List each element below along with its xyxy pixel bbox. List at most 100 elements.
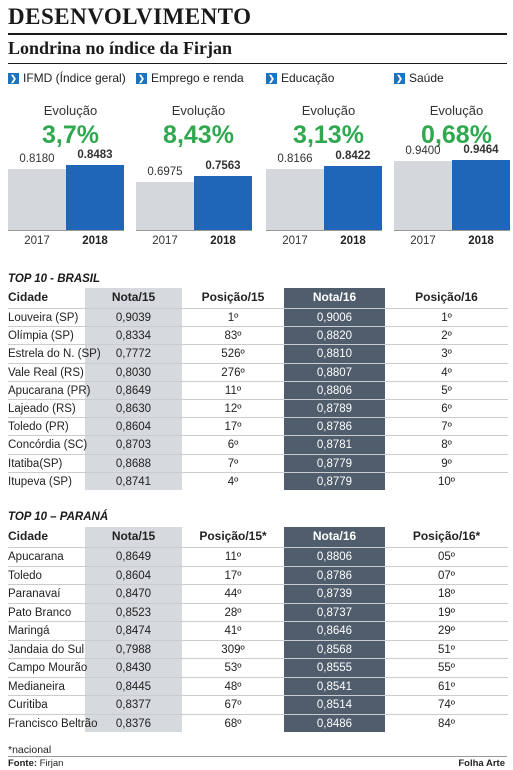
cell-nota15: 0,8741 (115, 475, 152, 488)
cell-cidade: Medianeira (8, 680, 65, 693)
indicator-panel-emprego: ❯ Emprego e renda Evolução 8,43% 0.6975 0… (136, 71, 261, 251)
cell-cidade: Itupeva (SP) (8, 475, 72, 488)
table-row: Vale Real (RS) 0,8030 276º 0,8807 4º (8, 362, 508, 382)
cell-nota15: 0,8649 (115, 384, 152, 397)
header-nota16: Nota/16 (312, 290, 357, 304)
cell-cidade: Lajeado (RS) (8, 403, 76, 415)
cell-cidade: Vale Real (RS) (8, 366, 84, 379)
arrow-icon: ❯ (8, 72, 19, 84)
cell-nota15: 0,7772 (115, 348, 152, 361)
cell-posicao15: 83º (224, 330, 242, 343)
footnote: *nacional (8, 744, 52, 756)
cell-posicao16: 3º (441, 348, 452, 361)
cell-nota15: 0,8474 (115, 625, 152, 637)
evolution-value: 0,68% (421, 121, 492, 149)
table-row: Paranavaí 0,8470 44º 0,8739 18º (8, 584, 508, 603)
indicator-panel-educacao: ❯ Educação Evolução 3,13% 0.8166 0.8422 2… (266, 71, 391, 251)
cell-nota15: 0,8703 (115, 439, 152, 452)
year-2017-label: 2017 (24, 235, 50, 247)
value-2017: 0.8180 (19, 153, 55, 165)
value-2018: 0.8422 (335, 150, 371, 162)
cell-nota16: 0,8737 (316, 606, 353, 619)
header-cidade: Cidade (8, 290, 49, 304)
cell-posicao15: 7º (227, 457, 239, 470)
cell-posicao15: 17º (224, 421, 242, 434)
cell-posicao16: 55º (438, 662, 455, 674)
year-2017-label: 2017 (152, 235, 178, 247)
cell-cidade: Pato Branco (8, 606, 72, 619)
year-2018-label: 2018 (340, 235, 366, 247)
cell-nota16: 0,8820 (316, 330, 353, 343)
cell-nota16: 0,8486 (316, 717, 353, 730)
cell-nota15: 0,8604 (115, 421, 152, 434)
value-2017: 0.9400 (405, 145, 441, 157)
table-row: Campo Mourão 0,8430 53º 0,8555 55º (8, 658, 508, 677)
evolution-value: 3,7% (42, 121, 99, 149)
cell-posicao15: 12º (224, 403, 242, 415)
credit: Folha Arte (458, 758, 505, 769)
header-posicao15: Posição/15 (201, 290, 265, 304)
cell-nota16: 0,8807 (316, 366, 353, 379)
arrow-icon: ❯ (394, 72, 405, 84)
bar-2018: 0.8483 (66, 149, 124, 231)
nota15-column-bg (85, 527, 182, 732)
cell-nota15: 0,8688 (115, 457, 152, 470)
subtitle-rule (8, 63, 507, 64)
header-nota16: Nota/16 (312, 529, 357, 543)
title-rule (8, 33, 507, 35)
section-title-brasil: TOP 10 - BRASIL (8, 273, 101, 285)
value-2018: 0.9464 (463, 144, 499, 156)
cell-posicao16: 29º (438, 625, 455, 637)
value-2018: 0.8483 (77, 149, 113, 161)
table-row: Concórdia (SC) 0,8703 6º 0,8781 8º (8, 435, 508, 454)
cell-cidade: Apucarana (PR) (8, 384, 91, 397)
cell-posicao15: 48º (224, 680, 242, 693)
table-row: Itupeva (SP) 0,8741 4º 0,8779 10º (8, 471, 508, 491)
cell-nota16: 0,8806 (316, 384, 353, 397)
cell-posicao16: 2º (441, 330, 452, 343)
cell-posicao15: 309º (221, 643, 245, 656)
table-row: Medianeira 0,8445 48º 0,8541 61º (8, 676, 508, 696)
cell-posicao16: 84º (438, 717, 455, 730)
year-2017-label: 2017 (410, 235, 436, 247)
indicator-label: IFMD (Índice geral) (23, 71, 126, 85)
year-2018-label: 2018 (210, 235, 236, 247)
cell-nota15: 0,8430 (115, 662, 152, 674)
indicator-panel-ifmd: ❯ IFMD (Índice geral) Evolução 3,7% 0.818… (8, 71, 133, 251)
cell-posicao16: 7º (441, 421, 452, 434)
cell-nota16: 0,8739 (316, 588, 353, 600)
indicator-label: Saúde (409, 71, 444, 85)
cell-posicao16: 05º (438, 551, 455, 563)
indicator-panel-saude: ❯ Saúde Evolução 0,68% 0.9400 0.9464 2017… (394, 71, 513, 251)
evolution-value: 8,43% (163, 121, 234, 149)
table-row: Apucarana (PR) 0,8649 11º 0,8806 5º (8, 380, 508, 400)
cell-nota15: 0,8445 (115, 680, 152, 693)
table-row: Toledo 0,8604 17º 0,8786 07º (8, 565, 508, 585)
cell-nota16: 0,8514 (316, 699, 353, 711)
cell-cidade: Maringá (8, 625, 50, 637)
cell-nota16: 0,8789 (316, 403, 353, 415)
cell-nota16: 0,8806 (316, 551, 353, 563)
year-2017-label: 2017 (282, 235, 308, 247)
cell-posicao15: 1º (227, 312, 239, 324)
cell-posicao16: 1º (441, 312, 452, 324)
cell-posicao15: 17º (224, 569, 242, 582)
cell-nota16: 0,9006 (316, 312, 353, 324)
cell-nota16: 0,8555 (316, 662, 353, 674)
nota16-column-bg (284, 288, 385, 490)
cell-nota15: 0,8604 (115, 569, 152, 582)
source-label: Fonte: (8, 758, 38, 769)
cell-cidade: Estrela do N. (SP) (8, 348, 101, 361)
cell-posicao15: 28º (224, 606, 242, 619)
table-row: Lajeado (RS) 0,8630 12º 0,8789 6º (8, 399, 508, 418)
cell-posicao15: 44º (224, 588, 242, 600)
cell-cidade: Toledo (PR) (8, 421, 69, 434)
cell-posicao16: 10º (438, 475, 455, 488)
header-cidade: Cidade (8, 529, 49, 543)
cell-posicao16: 5º (441, 384, 452, 397)
cell-posicao16: 9º (441, 457, 452, 470)
cell-cidade: Olímpia (SP) (8, 330, 74, 343)
arrow-icon: ❯ (266, 72, 277, 84)
cell-nota16: 0,8786 (316, 569, 353, 582)
header-nota15: Nota/15 (111, 290, 156, 304)
